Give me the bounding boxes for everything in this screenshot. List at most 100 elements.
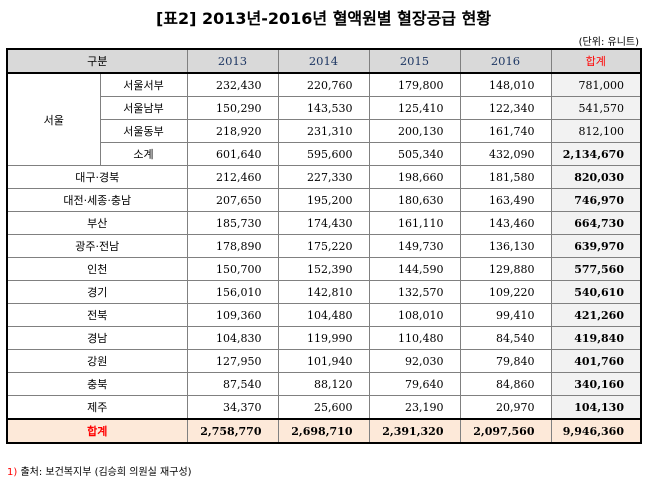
row-total-cell: 781,000 bbox=[550, 72, 642, 97]
value-cell: 132,570 bbox=[368, 280, 461, 304]
value-cell: 185,730 bbox=[186, 211, 279, 235]
value-cell: 79,640 bbox=[368, 372, 461, 396]
region-label: 인천 bbox=[6, 257, 188, 281]
plasma-supply-table: 구분 2013 2014 2015 2016 합계 서울 서울서부 232,430 2… bbox=[6, 48, 642, 444]
value-cell: 143,460 bbox=[459, 211, 552, 235]
table-row: 강원 127,950 101,940 92,030 79,840 401,760 bbox=[6, 349, 642, 373]
grand-total-cell: 9,946,360 bbox=[550, 418, 642, 444]
value-cell: 101,940 bbox=[277, 349, 370, 373]
value-cell: 87,540 bbox=[186, 372, 279, 396]
header-year: 2014 bbox=[277, 48, 370, 74]
table-row: 전북 109,360 104,480 108,010 99,410 421,260 bbox=[6, 303, 642, 327]
value-cell: 2,391,320 bbox=[368, 418, 461, 444]
value-cell: 136,130 bbox=[459, 234, 552, 258]
value-cell: 174,430 bbox=[277, 211, 370, 235]
value-cell: 163,490 bbox=[459, 188, 552, 212]
region-label: 경기 bbox=[6, 280, 188, 304]
region-label: 부산 bbox=[6, 211, 188, 235]
row-total-cell: 340,160 bbox=[550, 372, 642, 396]
value-cell: 110,480 bbox=[368, 326, 461, 350]
row-total-cell: 820,030 bbox=[550, 165, 642, 189]
value-cell: 181,580 bbox=[459, 165, 552, 189]
value-cell: 148,010 bbox=[459, 72, 552, 97]
value-cell: 198,660 bbox=[368, 165, 461, 189]
table-row: 경기 156,010 142,810 132,570 109,220 540,610 bbox=[6, 280, 642, 304]
value-cell: 142,810 bbox=[277, 280, 370, 304]
table-row: 소계 601,640 595,600 505,340 432,090 2,134,670 bbox=[7, 142, 642, 166]
value-cell: 212,460 bbox=[186, 165, 279, 189]
row-total-cell: 746,970 bbox=[550, 188, 642, 212]
header-group: 구분 bbox=[6, 48, 188, 74]
footnote: 1) 출처: 보건복지부 (김승희 의원실 재구성) bbox=[7, 463, 192, 478]
value-cell: 109,360 bbox=[186, 303, 279, 327]
table-row: 제주 34,370 25,600 23,190 20,970 104,130 bbox=[6, 395, 642, 420]
value-cell: 179,800 bbox=[368, 72, 461, 97]
region-label: 제주 bbox=[6, 395, 188, 420]
value-cell: 127,950 bbox=[186, 349, 279, 373]
value-cell: 178,890 bbox=[186, 234, 279, 258]
value-cell: 161,740 bbox=[459, 119, 552, 143]
value-cell: 152,390 bbox=[277, 257, 370, 281]
value-cell: 175,220 bbox=[277, 234, 370, 258]
value-cell: 92,030 bbox=[368, 349, 461, 373]
value-cell: 79,840 bbox=[459, 349, 552, 373]
region-label: 충북 bbox=[6, 372, 188, 396]
region-group-label: 서울 bbox=[6, 72, 101, 166]
value-cell: 99,410 bbox=[459, 303, 552, 327]
footnote-marker: 1) bbox=[7, 467, 18, 478]
value-cell: 2,097,560 bbox=[459, 418, 552, 444]
header-year: 2015 bbox=[368, 48, 461, 74]
row-total-cell: 419,840 bbox=[550, 326, 642, 350]
subregion-label: 서울남부 bbox=[99, 96, 188, 120]
header-row: 구분 2013 2014 2015 2016 합계 bbox=[6, 48, 642, 74]
row-total-cell: 104,130 bbox=[550, 395, 642, 420]
footnote-text: 출처: 보건복지부 (김승희 의원실 재구성) bbox=[20, 467, 192, 478]
value-cell: 207,650 bbox=[186, 188, 279, 212]
table-row: 서울동부 218,920 231,310 200,130 161,740 812,100 bbox=[7, 119, 642, 143]
value-cell: 601,640 bbox=[186, 142, 279, 166]
table-row: 대구·경북 212,460 227,330 198,660 181,580 820,030 bbox=[6, 165, 642, 189]
row-total-cell: 639,970 bbox=[550, 234, 642, 258]
value-cell: 34,370 bbox=[186, 395, 279, 420]
value-cell: 505,340 bbox=[368, 142, 461, 166]
unit-label: (단위: 유니트) bbox=[578, 37, 639, 48]
value-cell: 2,698,710 bbox=[277, 418, 370, 444]
value-cell: 122,340 bbox=[459, 96, 552, 120]
row-total-cell: 421,260 bbox=[550, 303, 642, 327]
value-cell: 129,880 bbox=[459, 257, 552, 281]
grand-total-label: 합계 bbox=[6, 418, 188, 444]
row-total-cell: 540,610 bbox=[550, 280, 642, 304]
row-total-cell: 2,134,670 bbox=[550, 142, 642, 166]
region-label: 대구·경북 bbox=[6, 165, 188, 189]
value-cell: 220,760 bbox=[277, 72, 370, 97]
header-total: 합계 bbox=[550, 48, 642, 74]
value-cell: 180,630 bbox=[368, 188, 461, 212]
value-cell: 218,920 bbox=[186, 119, 279, 143]
value-cell: 144,590 bbox=[368, 257, 461, 281]
region-label: 광주·전남 bbox=[6, 234, 188, 258]
value-cell: 109,220 bbox=[459, 280, 552, 304]
value-cell: 125,410 bbox=[368, 96, 461, 120]
value-cell: 2,758,770 bbox=[186, 418, 279, 444]
grand-total-row: 합계 2,758,770 2,698,710 2,391,320 2,097,560 9,… bbox=[6, 418, 642, 444]
value-cell: 227,330 bbox=[277, 165, 370, 189]
region-label: 전북 bbox=[6, 303, 188, 327]
region-label: 경남 bbox=[6, 326, 188, 350]
subregion-label: 소계 bbox=[99, 142, 188, 166]
row-total-cell: 401,760 bbox=[550, 349, 642, 373]
value-cell: 108,010 bbox=[368, 303, 461, 327]
region-label: 대전·세종·충남 bbox=[6, 188, 188, 212]
table-row: 서울 서울서부 232,430 220,760 179,800 148,010 781,00… bbox=[6, 72, 642, 166]
subregion-label: 서울동부 bbox=[99, 119, 188, 143]
header-year: 2013 bbox=[186, 48, 279, 74]
value-cell: 104,830 bbox=[186, 326, 279, 350]
value-cell: 150,700 bbox=[186, 257, 279, 281]
table-row: 광주·전남 178,890 175,220 149,730 136,130 639,970 bbox=[6, 234, 642, 258]
row-total-cell: 577,560 bbox=[550, 257, 642, 281]
value-cell: 84,540 bbox=[459, 326, 552, 350]
value-cell: 231,310 bbox=[277, 119, 370, 143]
table-title: [표2] 2013년-2016년 혈액원별 혈장공급 현황 bbox=[155, 9, 492, 28]
value-cell: 23,190 bbox=[368, 395, 461, 420]
table-row: 경남 104,830 119,990 110,480 84,540 419,840 bbox=[6, 326, 642, 350]
table-row: 대전·세종·충남 207,650 195,200 180,630 163,490 746,… bbox=[6, 188, 642, 212]
